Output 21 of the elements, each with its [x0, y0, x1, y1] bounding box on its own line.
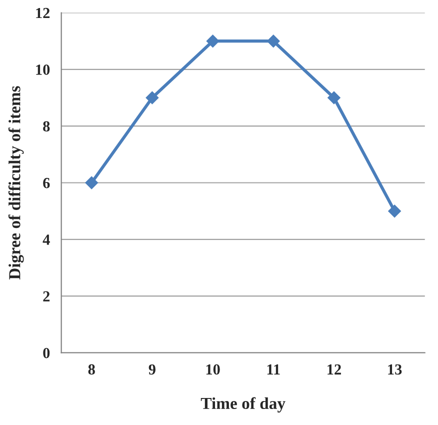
y-tick-label: 6: [43, 178, 50, 188]
y-tick-label: 2: [43, 291, 50, 302]
y-tick-label: 12: [36, 8, 50, 18]
x-tick-label: 12: [328, 364, 341, 374]
x-tick-label: 8: [88, 364, 95, 375]
y-tick-label: 4: [42, 234, 50, 245]
x-tick-label: 11: [267, 364, 280, 374]
x-tick-label: 13: [388, 364, 402, 375]
point: [266, 34, 280, 48]
point: [85, 176, 98, 190]
y-axis-title: Digree of difficulty of items: [8, 86, 24, 280]
x-tick-label: 10: [206, 364, 220, 375]
point: [206, 34, 220, 48]
point: [388, 204, 401, 218]
x-tick-label: 9: [148, 364, 156, 375]
point: [146, 91, 159, 104]
x-axis-title: Time of day: [200, 397, 286, 412]
y-tick-label: 8: [43, 121, 50, 132]
y-tick-label: 0: [43, 348, 50, 358]
y-tick-label: 10: [36, 64, 50, 75]
point: [328, 91, 340, 104]
